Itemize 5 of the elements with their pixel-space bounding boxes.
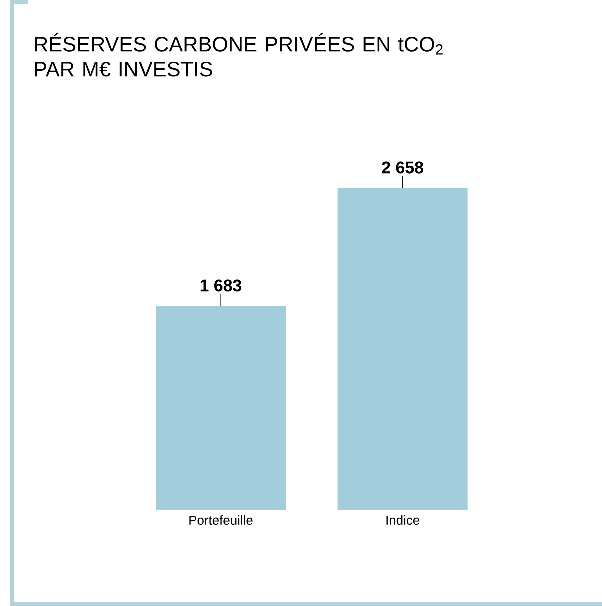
data-label: 1 683 (200, 280, 242, 292)
x-tick-label: Portefeuille (190, 516, 253, 526)
data-label: 2 658 (382, 162, 424, 174)
x-tick-label: Indice (386, 516, 420, 526)
chart-title: RÉSERVES CARBONE PRIVÉES EN tCO$_{2}$ PAR M€ INVESTIS (35, 34, 443, 77)
